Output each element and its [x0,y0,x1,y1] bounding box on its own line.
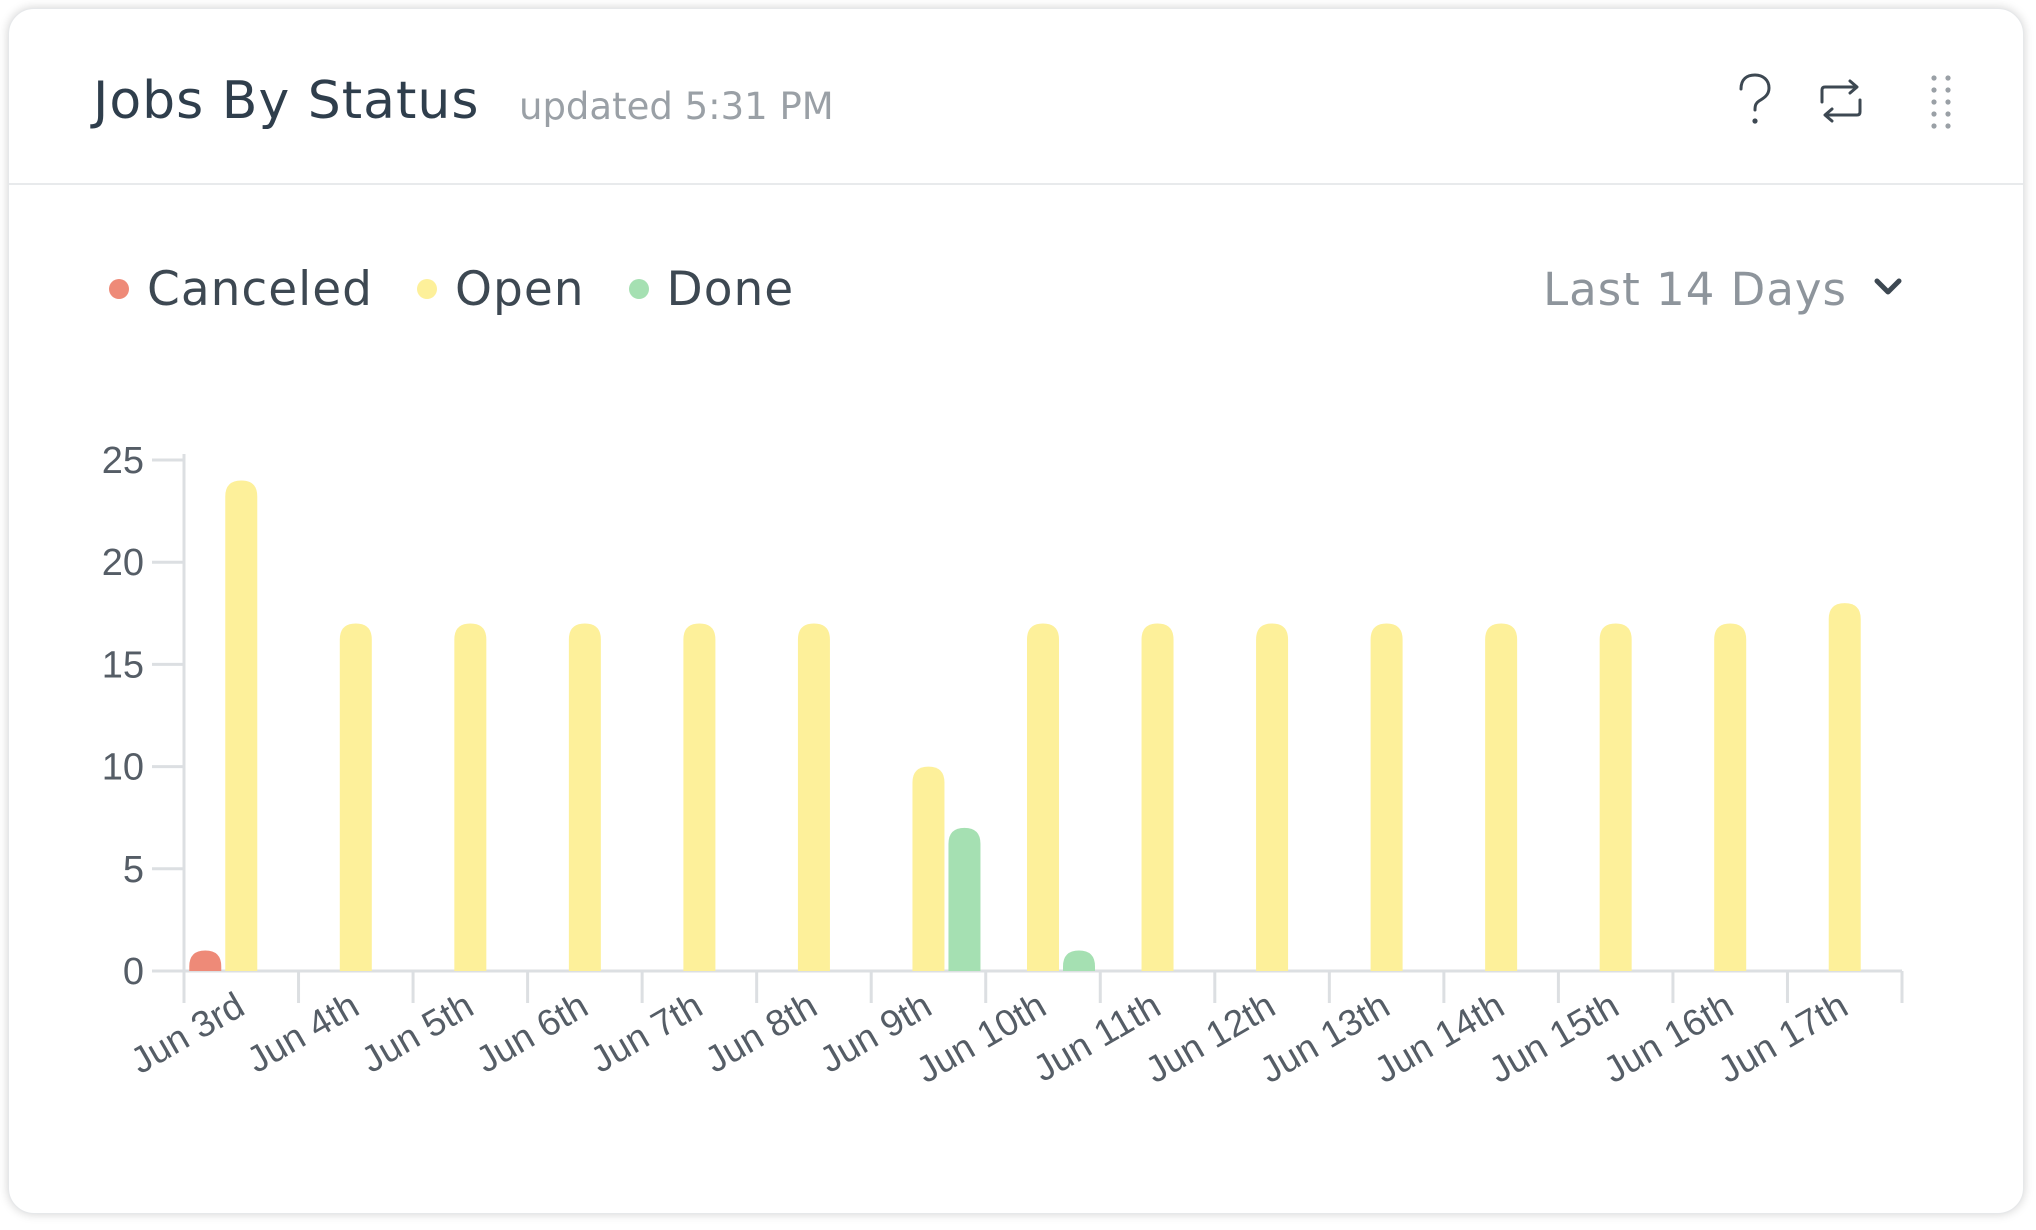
legend-dot-open [416,279,437,299]
bar-open-10 [1370,623,1403,971]
question-mark-icon[interactable] [1725,71,1785,131]
drag-handle-icon[interactable] [1911,71,1971,131]
y-tick-label-1: 5 [123,849,144,891]
widget-header: Jobs By Status updated 5:31 PM [9,9,2023,185]
bar-canceled-0 [189,950,222,971]
x-tick-label-0: Jun 3rd [124,984,251,1081]
legend-label-open: Open [454,261,585,317]
date-range-dropdown[interactable]: Last 14 Days [1543,259,1903,319]
y-tick-label-4: 20 [102,542,144,584]
y-tick-label-0: 0 [123,951,144,993]
bar-open-3 [568,623,601,971]
y-tick-label-3: 15 [102,644,144,686]
chevron-down-icon [1873,277,1903,301]
x-tick-label-13: Jun 16th [1596,984,1739,1090]
bar-open-14 [1828,603,1861,971]
legend-dot-canceled [109,279,129,299]
x-tick-label-3: Jun 6th [469,984,595,1080]
x-tick-label-10: Jun 13th [1253,984,1396,1090]
bar-open-11 [1485,623,1518,971]
bar-open-7 [1027,623,1059,971]
legend-dot-done [628,279,649,299]
updated-timestamp: updated 5:31 PM [519,85,834,128]
x-tick-label-9: Jun 12th [1138,984,1281,1090]
bar-open-4 [683,623,716,971]
bar-open-8 [1141,623,1174,971]
bar-done-7 [1063,950,1095,971]
refresh-icon[interactable] [1811,71,1871,131]
jobs-by-status-widget: Jobs By Status updated 5:31 PM [8,8,2024,1214]
x-tick-label-4: Jun 7th [584,984,710,1080]
y-tick-label-2: 10 [102,747,144,789]
widget-title: Jobs By Status [93,71,480,131]
x-tick-label-1: Jun 4th [240,984,366,1080]
bar-done-6 [948,827,981,971]
x-tick-label-5: Jun 8th [698,984,824,1080]
x-tick-label-2: Jun 5th [354,984,480,1080]
y-tick-label-5: 25 [102,440,144,482]
bar-open-1 [339,623,372,971]
x-tick-label-12: Jun 15th [1482,984,1625,1090]
bar-open-2 [454,623,487,971]
legend-item-open[interactable]: Open [416,261,585,317]
x-tick-label-8: Jun 11th [1026,984,1167,1089]
legend-label-done: Done [666,261,795,317]
bar-open-5 [797,623,830,971]
bar-open-12 [1599,623,1632,971]
bar-open-6 [912,766,945,971]
chart-legend: Canceled Open Done [109,259,838,319]
legend-item-done[interactable]: Done [628,261,795,317]
date-range-label: Last 14 Days [1543,262,1847,316]
bar-open-9 [1256,623,1289,971]
legend-label-canceled: Canceled [147,261,373,317]
x-tick-label-11: Jun 14th [1367,984,1510,1090]
bar-open-0 [225,480,258,971]
bar-open-13 [1714,623,1747,971]
x-tick-label-14: Jun 17th [1711,984,1854,1090]
x-tick-label-7: Jun 10th [909,984,1052,1090]
legend-item-canceled[interactable]: Canceled [109,262,373,317]
